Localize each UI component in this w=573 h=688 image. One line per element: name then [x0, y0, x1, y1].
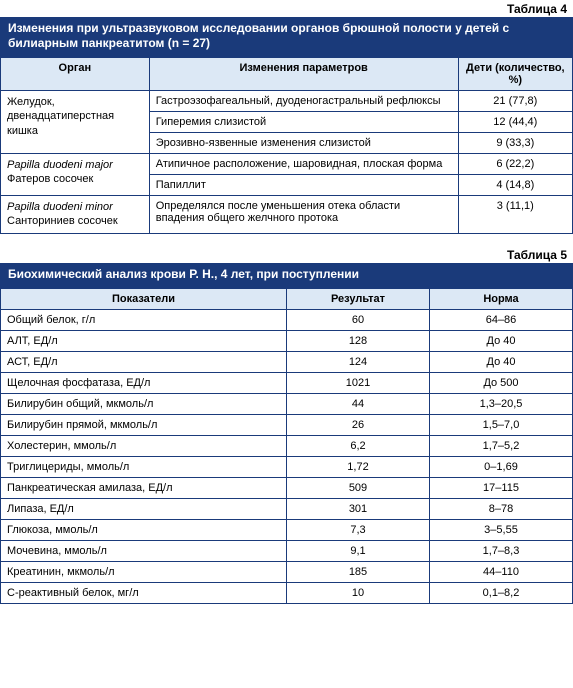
table5-norm-cell: 1,7–5,2 — [430, 435, 573, 456]
table4-organ-line2: Санториниев сосочек — [7, 214, 143, 228]
table4-row: Papilla duodeni minorСанториниев сосочек… — [1, 196, 573, 234]
table5: Показатели Результат Норма Общий белок, … — [0, 288, 573, 604]
table5-norm-cell: 1,5–7,0 — [430, 414, 573, 435]
table5-result-cell: 9,1 — [287, 540, 430, 561]
table4-organ-cell: Papilla duodeni majorФатеров сосочек — [1, 154, 150, 196]
table5-result-cell: 6,2 — [287, 435, 430, 456]
table5-title: Биохимический анализ крови Р. Н., 4 лет,… — [0, 263, 573, 288]
table4-change-cell: Эрозивно-язвенные изменения слизистой — [149, 133, 458, 154]
table5-row: Билирубин общий, мкмоль/л441,3–20,5 — [1, 393, 573, 414]
table5-norm-cell: До 40 — [430, 351, 573, 372]
table5-param-cell: Креатинин, мкмоль/л — [1, 561, 287, 582]
table4-organ-cell: Желудок,двенадцатиперстная кишка — [1, 91, 150, 154]
table4-organ-line2: Фатеров сосочек — [7, 172, 143, 186]
table5-param-cell: Билирубин прямой, мкмоль/л — [1, 414, 287, 435]
table4-count-cell: 4 (14,8) — [458, 175, 572, 196]
table5-param-cell: АЛТ, ЕД/л — [1, 330, 287, 351]
table4-label: Таблица 4 — [0, 0, 573, 17]
table5-norm-cell: До 500 — [430, 372, 573, 393]
table5-col-result: Результат — [287, 288, 430, 309]
table4-row: Papilla duodeni majorФатеров сосочекАтип… — [1, 154, 573, 175]
table5-param-cell: Мочевина, ммоль/л — [1, 540, 287, 561]
table5-param-cell: Триглицериды, ммоль/л — [1, 456, 287, 477]
table5-norm-cell: 1,7–8,3 — [430, 540, 573, 561]
table5-result-cell: 26 — [287, 414, 430, 435]
table4-organ-line2: двенадцатиперстная кишка — [7, 109, 143, 138]
table5-norm-cell: 17–115 — [430, 477, 573, 498]
table5-norm-cell: 3–5,55 — [430, 519, 573, 540]
table4-count-cell: 6 (22,2) — [458, 154, 572, 175]
table5-param-cell: АСТ, ЕД/л — [1, 351, 287, 372]
table4-block: Таблица 4 Изменения при ультразвуковом и… — [0, 0, 573, 234]
table5-norm-cell: 64–86 — [430, 309, 573, 330]
table5-result-cell: 1021 — [287, 372, 430, 393]
table5-label: Таблица 5 — [0, 246, 573, 263]
table5-param-cell: Холестерин, ммоль/л — [1, 435, 287, 456]
table5-norm-cell: 0,1–8,2 — [430, 582, 573, 603]
table5-row: АСТ, ЕД/л124До 40 — [1, 351, 573, 372]
table5-row: Панкреатическая амилаза, ЕД/л50917–115 — [1, 477, 573, 498]
table5-result-cell: 60 — [287, 309, 430, 330]
table5-row: Холестерин, ммоль/л6,21,7–5,2 — [1, 435, 573, 456]
table4-change-cell: Гастроэзофагеальный, дуоденогастральный … — [149, 91, 458, 112]
table5-col-param: Показатели — [1, 288, 287, 309]
table4-organ-cell: Papilla duodeni minorСанториниев сосочек — [1, 196, 150, 234]
table4-count-cell: 9 (33,3) — [458, 133, 572, 154]
table5-row: Общий белок, г/л6064–86 — [1, 309, 573, 330]
table5-row: Билирубин прямой, мкмоль/л261,5–7,0 — [1, 414, 573, 435]
table5-row: Глюкоза, ммоль/л7,33–5,55 — [1, 519, 573, 540]
table4-count-cell: 12 (44,4) — [458, 112, 572, 133]
table4-change-cell: Папиллит — [149, 175, 458, 196]
table5-param-cell: С-реактивный белок, мг/л — [1, 582, 287, 603]
table4-row: Желудок,двенадцатиперстная кишкаГастроэз… — [1, 91, 573, 112]
table5-row: Липаза, ЕД/л3018–78 — [1, 498, 573, 519]
table5-param-cell: Панкреатическая амилаза, ЕД/л — [1, 477, 287, 498]
table4-change-cell: Атипичное расположение, шаровидная, плос… — [149, 154, 458, 175]
table4-count-cell: 3 (11,1) — [458, 196, 572, 234]
table4-change-cell: Гиперемия слизистой — [149, 112, 458, 133]
table5-row: Триглицериды, ммоль/л1,720–1,69 — [1, 456, 573, 477]
table5-header-row: Показатели Результат Норма — [1, 288, 573, 309]
table5-norm-cell: 0–1,69 — [430, 456, 573, 477]
table5-norm-cell: 44–110 — [430, 561, 573, 582]
table5-row: Щелочная фосфатаза, ЕД/л1021До 500 — [1, 372, 573, 393]
table5-result-cell: 10 — [287, 582, 430, 603]
table5-col-norm: Норма — [430, 288, 573, 309]
table5-result-cell: 7,3 — [287, 519, 430, 540]
table4-header-row: Орган Изменения параметров Дети (количес… — [1, 58, 573, 91]
table4-col-organ: Орган — [1, 58, 150, 91]
table5-param-cell: Щелочная фосфатаза, ЕД/л — [1, 372, 287, 393]
table5-result-cell: 185 — [287, 561, 430, 582]
table5-row: Мочевина, ммоль/л9,11,7–8,3 — [1, 540, 573, 561]
table5-result-cell: 128 — [287, 330, 430, 351]
table5-param-cell: Общий белок, г/л — [1, 309, 287, 330]
table5-row: АЛТ, ЕД/л128До 40 — [1, 330, 573, 351]
table4-organ-line1: Желудок, — [7, 95, 143, 109]
table4-col-changes: Изменения параметров — [149, 58, 458, 91]
table4: Орган Изменения параметров Дети (количес… — [0, 57, 573, 234]
table5-result-cell: 301 — [287, 498, 430, 519]
table5-param-cell: Липаза, ЕД/л — [1, 498, 287, 519]
table4-organ-line1: Papilla duodeni minor — [7, 200, 143, 214]
table5-result-cell: 124 — [287, 351, 430, 372]
table4-organ-line1: Papilla duodeni major — [7, 158, 143, 172]
table5-norm-cell: До 40 — [430, 330, 573, 351]
table4-change-cell: Определялся после уменьшения отека облас… — [149, 196, 458, 234]
table5-norm-cell: 1,3–20,5 — [430, 393, 573, 414]
table5-result-cell: 509 — [287, 477, 430, 498]
table4-title: Изменения при ультразвуковом исследовани… — [0, 17, 573, 57]
table5-param-cell: Глюкоза, ммоль/л — [1, 519, 287, 540]
table5-row: Креатинин, мкмоль/л18544–110 — [1, 561, 573, 582]
table5-param-cell: Билирубин общий, мкмоль/л — [1, 393, 287, 414]
table5-result-cell: 1,72 — [287, 456, 430, 477]
table5-block: Таблица 5 Биохимический анализ крови Р. … — [0, 246, 573, 604]
table5-norm-cell: 8–78 — [430, 498, 573, 519]
table4-col-count: Дети (количество, %) — [458, 58, 572, 91]
table5-result-cell: 44 — [287, 393, 430, 414]
table4-count-cell: 21 (77,8) — [458, 91, 572, 112]
table5-row: С-реактивный белок, мг/л100,1–8,2 — [1, 582, 573, 603]
